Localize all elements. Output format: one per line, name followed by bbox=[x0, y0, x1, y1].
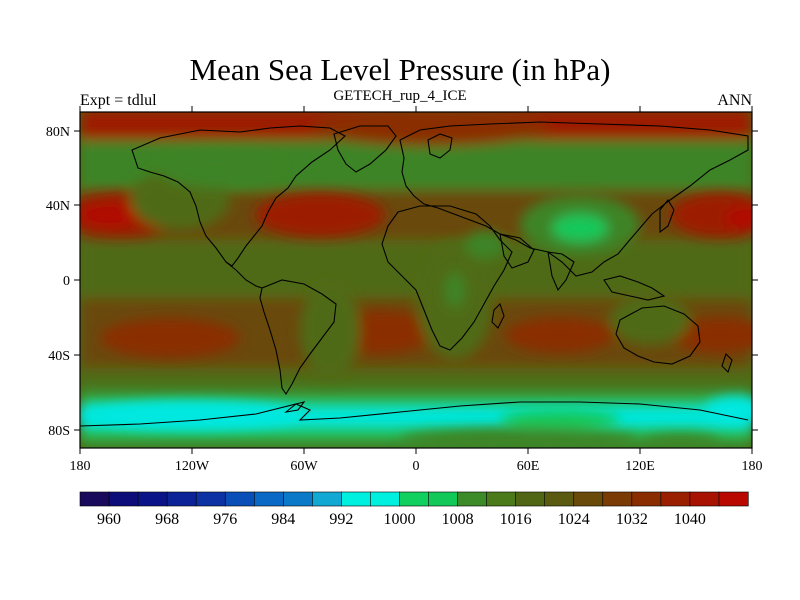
colorbar-swatch bbox=[399, 491, 430, 507]
colorbar-label: 1024 bbox=[558, 511, 590, 528]
colorbar-swatch bbox=[137, 491, 168, 507]
colorbar-swatch bbox=[341, 491, 372, 507]
map-title: Mean Sea Level Pressure (in hPa) bbox=[189, 52, 611, 87]
coastlines bbox=[80, 121, 749, 427]
lon-tick-120w: 120W bbox=[175, 459, 210, 474]
lon-axis: 180 120W 60W 0 60E 120E 180 bbox=[70, 106, 763, 474]
lat-tick-0: 0 bbox=[63, 274, 70, 289]
colorbar-swatch bbox=[457, 491, 488, 507]
colorbar-swatch bbox=[282, 491, 313, 507]
colorbar-label: 1000 bbox=[383, 511, 415, 528]
pressure-field bbox=[80, 112, 752, 448]
colorbar-swatch bbox=[195, 491, 226, 507]
colorbar-label: 992 bbox=[329, 511, 353, 528]
colorbar-swatch bbox=[573, 491, 604, 507]
colorbar-swatch bbox=[544, 491, 575, 507]
lat-axis: 80N 40N 0 40S 80S bbox=[46, 125, 758, 439]
colorbar-swatch bbox=[79, 491, 110, 507]
colorbar-swatch bbox=[486, 491, 517, 507]
colorbar-label: 1016 bbox=[500, 511, 532, 528]
lon-tick-180e: 180 bbox=[742, 459, 763, 474]
colorbar-swatch bbox=[166, 491, 197, 507]
colorbar-swatch bbox=[718, 491, 749, 507]
lat-tick-80n: 80N bbox=[46, 125, 70, 140]
colorbar-label: 1040 bbox=[674, 511, 706, 528]
colorbar-swatch bbox=[224, 491, 255, 507]
colorbar bbox=[79, 491, 749, 507]
colorbar-label: 1008 bbox=[442, 511, 474, 528]
colorbar-swatch bbox=[370, 491, 401, 507]
colorbar-swatch bbox=[660, 491, 691, 507]
lon-tick-60w: 60W bbox=[290, 459, 318, 474]
lat-tick-40n: 40N bbox=[46, 199, 70, 214]
map-subtitle: GETECH_rup_4_ICE bbox=[333, 88, 467, 104]
colorbar-label: 976 bbox=[213, 511, 237, 528]
colorbar-labels: 960 968 976 984 992 1000 1008 1016 1024 1032 1040 bbox=[97, 511, 706, 528]
colorbar-label: 968 bbox=[155, 511, 179, 528]
colorbar-swatch bbox=[689, 491, 720, 507]
lon-tick-60e: 60E bbox=[517, 459, 540, 474]
colorbar-label: 960 bbox=[97, 511, 121, 528]
colorbar-swatch bbox=[428, 491, 459, 507]
colorbar-swatch bbox=[602, 491, 633, 507]
experiment-label: Expt = tdlul bbox=[80, 92, 157, 109]
colorbar-swatch bbox=[312, 491, 342, 507]
colorbar-swatch bbox=[515, 491, 546, 507]
lon-tick-0: 0 bbox=[413, 459, 420, 474]
lat-tick-40s: 40S bbox=[48, 349, 70, 364]
lon-tick-180w: 180 bbox=[70, 459, 91, 474]
lat-tick-80s: 80S bbox=[48, 424, 70, 439]
colorbar-swatch bbox=[108, 491, 139, 507]
season-label: ANN bbox=[717, 92, 752, 109]
colorbar-label: 1032 bbox=[616, 511, 648, 528]
colorbar-swatch bbox=[631, 491, 662, 507]
colorbar-swatch bbox=[253, 491, 284, 507]
colorbar-label: 984 bbox=[271, 511, 295, 528]
lon-tick-120e: 120E bbox=[625, 459, 655, 474]
